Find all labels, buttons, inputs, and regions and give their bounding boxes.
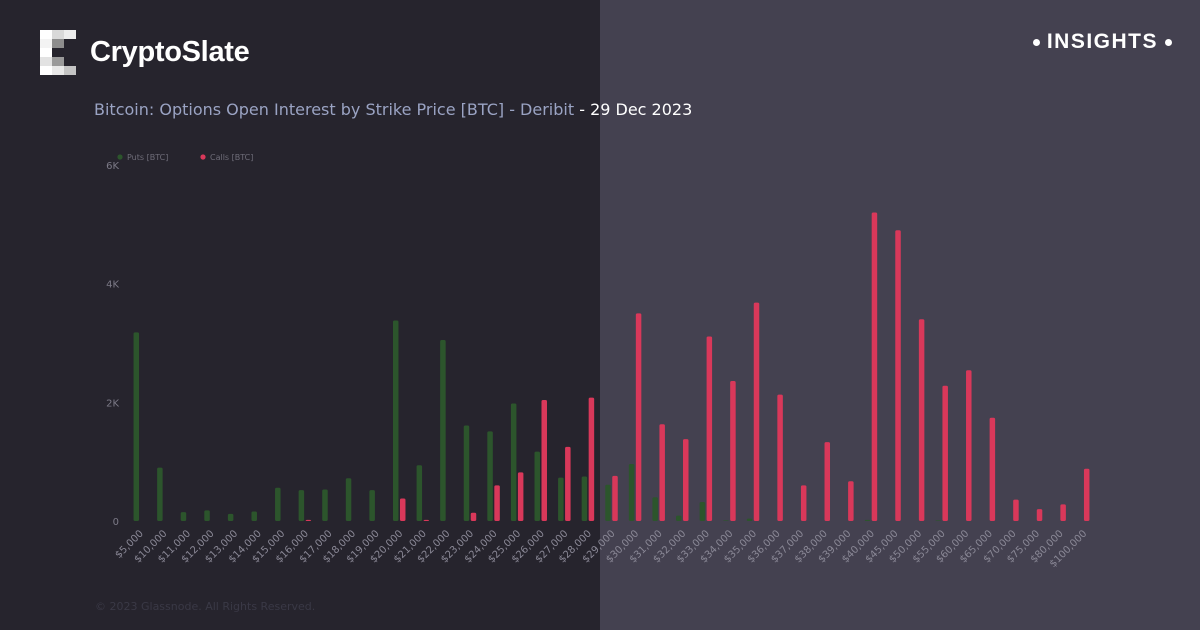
puts-bar: [298, 490, 305, 521]
bullet-dot-right-icon: [1165, 38, 1172, 46]
y-tick-label: 4K: [106, 280, 119, 291]
puts-bar: [275, 487, 281, 521]
calls-bar: [706, 336, 713, 521]
puts-bar: [345, 478, 352, 521]
puts-bar: [416, 465, 423, 521]
calls-bar: [588, 397, 595, 521]
chart-title: Bitcoin: Options Open Interest by Strike…: [94, 100, 692, 119]
calls-bar: [895, 230, 901, 521]
puts-bar: [157, 467, 163, 521]
calls-bar: [399, 498, 406, 521]
calls-bar: [800, 485, 807, 521]
puts-bar: [180, 512, 187, 521]
calls-bar: [659, 424, 665, 521]
puts-bar: [463, 425, 470, 521]
calls-bar: [730, 380, 736, 521]
puts-bar: [628, 464, 635, 521]
y-tick-label: 0: [113, 517, 119, 528]
calls-bar: [470, 512, 477, 521]
calls-bar: [1013, 499, 1019, 521]
calls-bar: [565, 446, 571, 521]
y-tick-label: 6K: [106, 161, 119, 172]
calls-bar: [423, 519, 430, 521]
calls-bar: [918, 319, 925, 521]
calls-bar: [305, 519, 312, 521]
puts-bar: [204, 510, 210, 521]
puts-bar: [133, 332, 140, 521]
puts-bar: [251, 511, 257, 521]
copyright-footer: © 2023 Glassnode. All Rights Reserved.: [95, 600, 316, 613]
calls-bar: [635, 313, 642, 521]
calls-bar: [541, 399, 547, 521]
puts-bar: [369, 490, 375, 521]
puts-bar: [723, 520, 729, 521]
legend-marker-icon: [200, 154, 206, 160]
calls-bar: [871, 212, 878, 521]
bullet-dot-left-icon: [1032, 38, 1040, 46]
calls-bar: [824, 442, 831, 521]
puts-bar: [746, 518, 753, 521]
puts-bar: [510, 403, 517, 521]
calls-bar: [517, 472, 524, 521]
puts-bar: [605, 484, 611, 521]
calls-bar: [1083, 468, 1090, 521]
calls-bar: [683, 439, 689, 521]
calls-bar: [966, 370, 972, 521]
calls-bar: [1036, 509, 1043, 521]
calls-bar: [612, 475, 618, 521]
cryptoslate-logo-icon: [40, 30, 76, 75]
legend-label: Calls [BTC]: [210, 153, 253, 162]
chart-title-date: - 29 Dec 2023: [579, 100, 693, 119]
insights-badge: INSIGHTS: [1032, 30, 1172, 54]
brand-name: CryptoSlate: [90, 36, 250, 68]
calls-bar: [494, 485, 500, 521]
insights-label: INSIGHTS: [1046, 30, 1158, 53]
puts-bar: [864, 519, 871, 521]
dark-left-panel: [0, 0, 600, 630]
y-tick-label: 2K: [106, 398, 119, 409]
calls-bar: [1060, 504, 1066, 521]
calls-bar: [777, 394, 783, 521]
puts-bar: [699, 502, 706, 521]
puts-bar: [322, 489, 328, 521]
puts-bar: [652, 497, 658, 521]
chart-title-main: Bitcoin: Options Open Interest by Strike…: [94, 100, 580, 119]
puts-bar: [558, 477, 564, 521]
legend-label: Puts [BTC]: [127, 153, 168, 162]
puts-bar: [227, 513, 234, 521]
calls-bar: [942, 385, 948, 521]
puts-bar: [581, 476, 588, 521]
puts-bar: [487, 431, 493, 521]
puts-bar: [935, 520, 941, 521]
puts-bar: [676, 515, 682, 521]
puts-bar: [392, 320, 399, 521]
puts-bar: [440, 340, 446, 521]
calls-bar: [848, 481, 854, 521]
calls-bar: [989, 417, 996, 521]
calls-bar: [753, 302, 760, 521]
puts-bar: [534, 451, 540, 521]
legend-marker-icon: [117, 154, 123, 160]
